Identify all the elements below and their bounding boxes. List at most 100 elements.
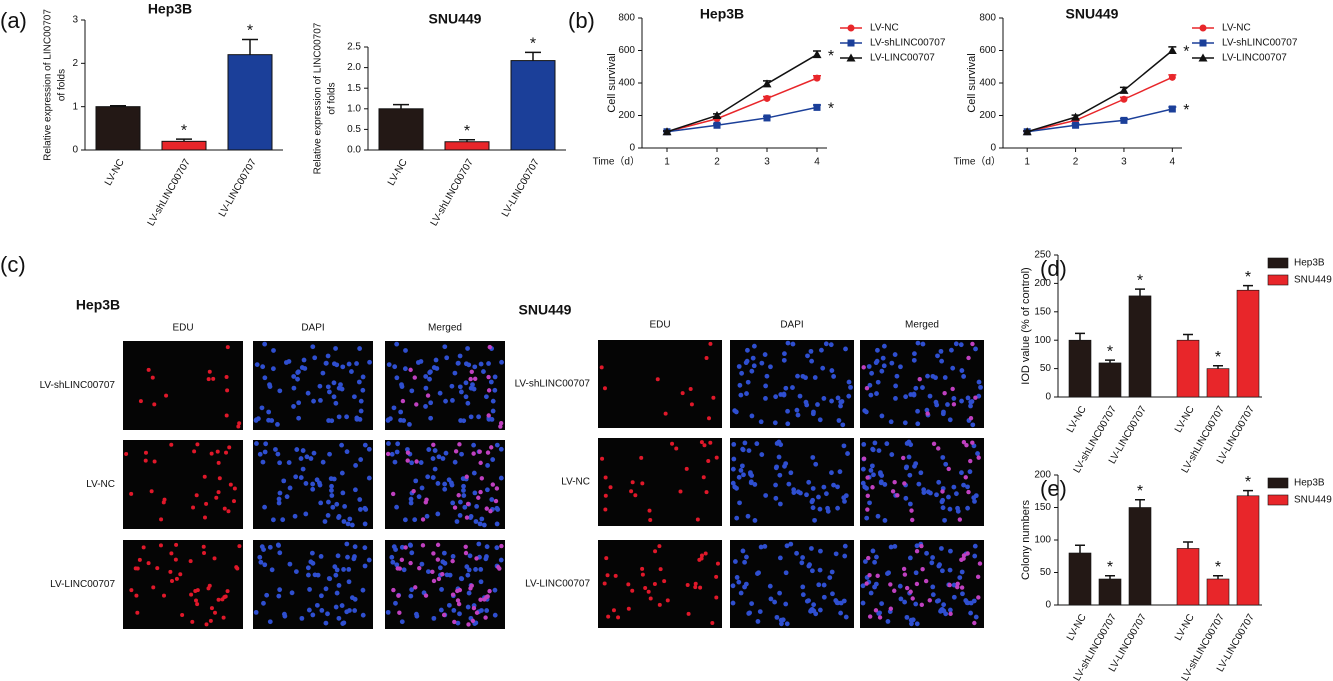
nucleus bbox=[281, 478, 287, 484]
nucleus bbox=[938, 348, 944, 354]
nucleus bbox=[864, 485, 869, 491]
nucleus bbox=[221, 615, 226, 620]
nucleus bbox=[961, 374, 967, 379]
nucleus bbox=[777, 590, 782, 596]
nucleus bbox=[394, 562, 400, 568]
nucleus bbox=[481, 369, 486, 374]
nucleus bbox=[861, 456, 867, 461]
nucleus bbox=[362, 442, 368, 448]
nucleus bbox=[940, 505, 946, 511]
nucleus bbox=[253, 609, 259, 615]
nucleus bbox=[164, 393, 169, 398]
nucleus bbox=[785, 421, 791, 427]
nucleus bbox=[913, 601, 919, 607]
nucleus bbox=[795, 373, 800, 379]
nucleus bbox=[708, 440, 713, 445]
nucleus bbox=[188, 559, 193, 564]
x-tick-label: 2 bbox=[1073, 157, 1079, 168]
nucleus bbox=[457, 587, 463, 593]
nucleus bbox=[146, 561, 151, 566]
significance-star: * bbox=[247, 23, 253, 40]
nucleus bbox=[255, 416, 261, 422]
significance-star: * bbox=[464, 123, 470, 140]
nucleus bbox=[648, 517, 653, 522]
legend-label: Hep3B bbox=[1294, 258, 1325, 269]
nucleus bbox=[455, 360, 461, 366]
nucleus bbox=[904, 585, 910, 591]
nucleus bbox=[484, 544, 490, 550]
nucleus bbox=[714, 455, 719, 460]
legend-label: LV-NC bbox=[1222, 23, 1251, 34]
y-tick-label: 150 bbox=[1034, 502, 1051, 513]
nucleus bbox=[868, 392, 874, 398]
nucleus bbox=[967, 469, 973, 475]
nucleus bbox=[450, 554, 456, 559]
nucleus bbox=[267, 544, 273, 550]
nucleus bbox=[749, 368, 755, 374]
nucleus bbox=[441, 550, 447, 556]
nucleus bbox=[915, 421, 921, 427]
significance-star: * bbox=[1183, 44, 1189, 61]
nucleus bbox=[452, 619, 457, 625]
nucleus bbox=[325, 353, 331, 359]
nucleus bbox=[490, 408, 496, 414]
nucleus bbox=[965, 484, 970, 490]
nucleus bbox=[975, 451, 980, 456]
nucleus bbox=[749, 413, 755, 419]
nucleus bbox=[777, 472, 783, 478]
nucleus bbox=[216, 597, 221, 602]
column-label: DAPI bbox=[301, 323, 324, 334]
nucleus bbox=[647, 508, 652, 513]
nucleus bbox=[759, 452, 765, 457]
nucleus bbox=[809, 568, 815, 574]
nucleus bbox=[971, 598, 977, 604]
nucleus bbox=[640, 481, 645, 486]
nucleus bbox=[842, 499, 847, 504]
nucleus bbox=[655, 377, 660, 382]
nucleus bbox=[744, 358, 750, 364]
nucleus bbox=[913, 570, 919, 576]
nucleus bbox=[458, 576, 464, 581]
nucleus bbox=[155, 566, 160, 571]
marker bbox=[1198, 53, 1208, 62]
nucleus bbox=[294, 447, 300, 452]
nucleus bbox=[277, 388, 283, 394]
nucleus bbox=[453, 449, 459, 454]
line bbox=[1027, 108, 1173, 133]
nucleus bbox=[399, 382, 404, 388]
nucleus bbox=[471, 386, 477, 392]
nucleus bbox=[955, 584, 960, 590]
nucleus bbox=[202, 474, 207, 479]
nucleus bbox=[452, 505, 458, 510]
nucleus bbox=[973, 346, 978, 352]
legend-swatch bbox=[1267, 494, 1289, 506]
nucleus bbox=[403, 545, 408, 550]
bar bbox=[1068, 339, 1092, 398]
y-tick-label: 400 bbox=[618, 78, 635, 89]
nucleus bbox=[461, 493, 467, 498]
nucleus bbox=[339, 442, 345, 448]
nucleus bbox=[326, 499, 331, 505]
nucleus bbox=[976, 379, 982, 385]
nucleus bbox=[437, 390, 443, 396]
nucleus bbox=[908, 392, 914, 397]
nucleus bbox=[836, 418, 842, 423]
nucleus bbox=[875, 573, 880, 579]
row-label: LV-LINC00707 bbox=[525, 579, 590, 590]
nucleus bbox=[463, 550, 469, 556]
nucleus bbox=[222, 595, 227, 600]
nucleus bbox=[884, 441, 890, 447]
nucleus bbox=[270, 366, 276, 372]
nucleus bbox=[823, 341, 829, 347]
nucleus bbox=[409, 587, 415, 593]
nucleus bbox=[483, 394, 489, 400]
nucleus bbox=[298, 456, 304, 461]
nucleus bbox=[665, 598, 670, 603]
nucleus bbox=[386, 441, 391, 446]
nucleus bbox=[790, 341, 796, 347]
nucleus bbox=[470, 618, 476, 624]
nucleus bbox=[277, 550, 283, 556]
nucleus bbox=[784, 621, 790, 627]
nucleus bbox=[339, 603, 345, 608]
nucleus bbox=[759, 360, 765, 366]
